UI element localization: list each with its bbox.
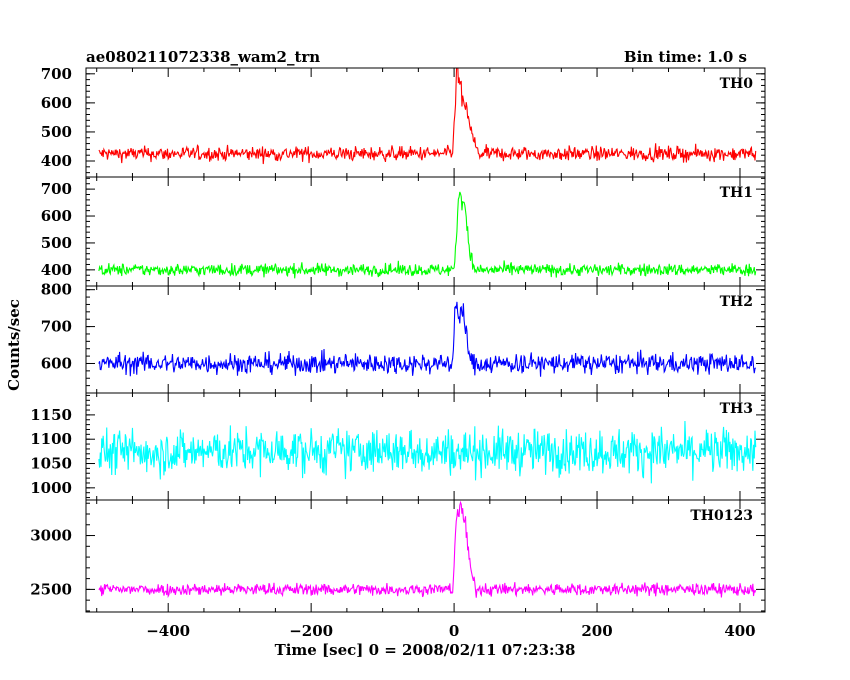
- x-axis-label: Time [sec] 0 = 2008/02/11 07:23:38: [275, 641, 576, 659]
- panel-th3: 1000 1050 1100 1150 TH3: [30, 392, 766, 501]
- y-tick-label: 800: [41, 281, 72, 299]
- y-tick-label: 1150: [30, 406, 72, 424]
- panel-frame: [85, 285, 766, 394]
- panel-label-th0123: TH0123: [690, 508, 753, 524]
- x-axis: −400 −200 0 200 400: [146, 622, 755, 640]
- x-tick-label: 0: [449, 622, 459, 640]
- y-tick-label: 2500: [30, 580, 72, 598]
- chart-title: ae080211072338_wam2_trn: [86, 48, 320, 66]
- y-tick-label: 3000: [30, 527, 72, 545]
- panel-th2: 600 700 800 TH2: [41, 281, 766, 394]
- panel-th0: 400 500 600 700 TH0: [41, 65, 766, 178]
- y-tick-label: 500: [41, 123, 72, 141]
- y-tick-label: 1000: [30, 479, 72, 497]
- y-tick-label: 700: [41, 65, 72, 83]
- panel-label-th3: TH3: [720, 401, 753, 417]
- y-axis-label: Counts/sec: [5, 299, 23, 391]
- y-tick-label: 700: [41, 318, 72, 336]
- x-tick-label: −400: [146, 622, 190, 640]
- panels: 400 500 600 700 TH0 400 500 600 700 TH1 600 700 800 T…: [30, 65, 766, 613]
- panel-th0123: 2500 3000 TH0123: [30, 499, 766, 613]
- series-line-th2: [98, 301, 757, 377]
- panel-frame: [85, 67, 766, 178]
- series-line-th0123: [98, 500, 757, 599]
- y-tick-label: 700: [41, 180, 72, 198]
- series-line-th3: [98, 420, 757, 484]
- y-tick-label: 1100: [30, 430, 72, 448]
- y-tick-label: 500: [41, 234, 72, 252]
- panel-frame: [85, 499, 766, 613]
- y-tick-label: 400: [41, 261, 72, 279]
- x-tick-label: 400: [724, 622, 755, 640]
- y-tick-label: 600: [41, 354, 72, 372]
- panel-label-th2: TH2: [720, 294, 753, 310]
- y-tick-label: 400: [41, 152, 72, 170]
- x-tick-label: −200: [289, 622, 333, 640]
- y-tick-label: 1050: [30, 455, 72, 473]
- panel-label-th0: TH0: [720, 76, 754, 92]
- bin-time-label: Bin time: 1.0 s: [624, 48, 747, 66]
- y-tick-label: 600: [41, 94, 72, 112]
- series-line-th0: [98, 68, 757, 165]
- panel-frame: [85, 392, 766, 501]
- y-tick-label: 600: [41, 207, 72, 225]
- panel-th1: 400 500 600 700 TH1: [41, 176, 766, 287]
- series-line-th1: [98, 191, 757, 279]
- x-tick-label: 200: [581, 622, 612, 640]
- panel-label-th1: TH1: [720, 185, 753, 201]
